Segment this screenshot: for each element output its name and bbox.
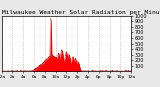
Text: Milwaukee Weather Solar Radiation per Minute W/m2 (Last 24 Hours): Milwaukee Weather Solar Radiation per Mi… (2, 10, 160, 15)
